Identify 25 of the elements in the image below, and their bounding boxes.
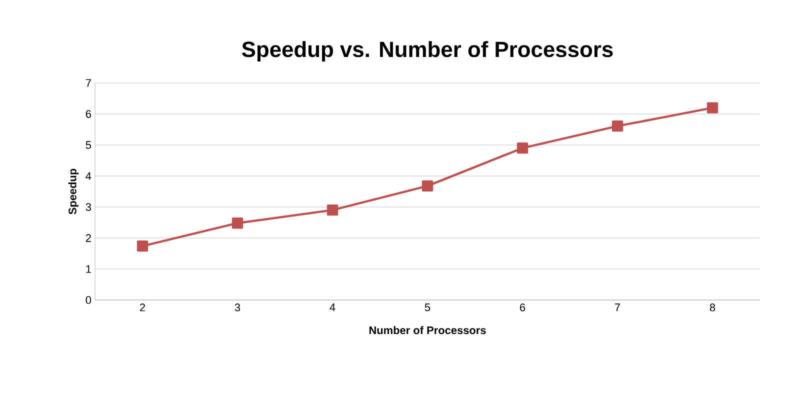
point [422,180,434,192]
x-tick-label: 2 [140,304,145,312]
point [136,240,148,252]
point [706,102,718,114]
x-tick-label: 3 [234,304,240,312]
y-tick-label: 0 [86,296,92,304]
x-tick-label: 4 [330,304,336,312]
x-tick-label: 8 [710,304,716,312]
y-axis-title: Speedup [68,168,79,214]
y-tick-label: 4 [86,172,92,180]
point [232,218,244,229]
point [516,142,528,154]
x-axis-title: Number of Processors [369,326,486,334]
y-tick-label: 5 [86,141,92,149]
y-tick-label: 6 [86,110,91,118]
y-tick-label: 7 [86,79,91,87]
y-tick-label: 2 [86,234,91,242]
point [326,204,338,216]
x-tick-label: 5 [424,304,430,312]
y-tick-label: 1 [86,265,91,273]
point [612,120,624,132]
x-tick-label: 6 [520,304,526,312]
chart-title: Speedup vs. Number of Processors [242,41,613,62]
y-tick-label: 3 [86,203,91,211]
x-tick-label: 7 [615,304,620,312]
